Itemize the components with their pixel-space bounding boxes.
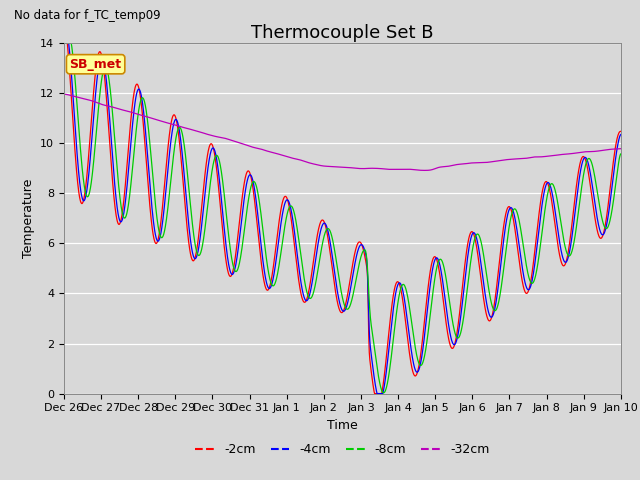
- -8cm: [331, 248, 339, 254]
- X-axis label: Time: Time: [327, 419, 358, 432]
- Line: -32cm: -32cm: [64, 94, 621, 170]
- -4cm: [373, 391, 381, 396]
- -32cm: [88, 98, 96, 104]
- -4cm: [601, 229, 609, 235]
- -32cm: [331, 164, 339, 169]
- -4cm: [331, 271, 339, 276]
- Line: -8cm: -8cm: [64, 43, 621, 393]
- -32cm: [601, 147, 609, 153]
- -4cm: [617, 132, 625, 137]
- -32cm: [601, 147, 609, 153]
- -2cm: [331, 284, 339, 289]
- -8cm: [88, 170, 96, 176]
- -32cm: [316, 163, 324, 168]
- -4cm: [88, 129, 96, 135]
- -2cm: [499, 230, 506, 236]
- -2cm: [316, 221, 324, 227]
- Line: -2cm: -2cm: [64, 43, 621, 394]
- -2cm: [617, 129, 625, 134]
- -32cm: [499, 157, 506, 163]
- -4cm: [316, 230, 324, 236]
- -4cm: [601, 228, 609, 234]
- -8cm: [380, 390, 387, 396]
- Line: -4cm: -4cm: [64, 43, 621, 394]
- -2cm: [601, 226, 609, 231]
- -8cm: [601, 224, 609, 230]
- -8cm: [499, 274, 506, 279]
- Text: SB_met: SB_met: [70, 58, 122, 71]
- -2cm: [601, 224, 609, 230]
- -8cm: [60, 40, 68, 46]
- -8cm: [601, 225, 609, 230]
- Y-axis label: Temperature: Temperature: [22, 179, 35, 258]
- -32cm: [60, 91, 68, 97]
- Text: No data for f_TC_temp09: No data for f_TC_temp09: [14, 9, 161, 22]
- -32cm: [421, 168, 429, 173]
- -2cm: [60, 40, 68, 46]
- -2cm: [88, 104, 96, 109]
- -2cm: [371, 391, 378, 396]
- Title: Thermocouple Set B: Thermocouple Set B: [251, 24, 434, 42]
- Legend: -2cm, -4cm, -8cm, -32cm: -2cm, -4cm, -8cm, -32cm: [191, 438, 494, 461]
- -4cm: [60, 40, 68, 46]
- -8cm: [316, 255, 324, 261]
- -4cm: [499, 245, 506, 251]
- -8cm: [617, 151, 625, 157]
- -32cm: [617, 146, 625, 152]
